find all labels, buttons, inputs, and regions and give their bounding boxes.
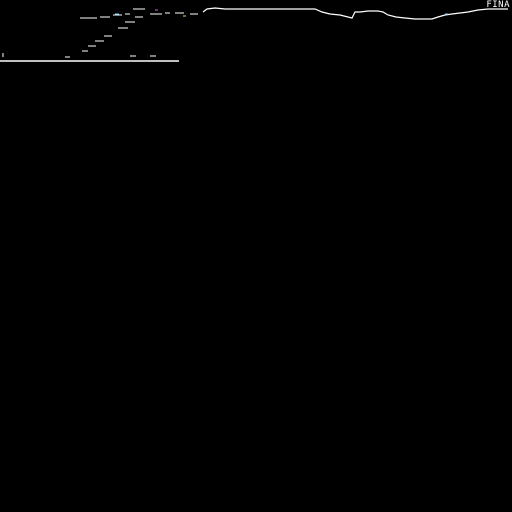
color-tick-group xyxy=(115,9,448,17)
stair-dash-group xyxy=(2,8,198,58)
corner-label-text: FINA xyxy=(486,0,510,10)
horizon-trace-line xyxy=(202,7,508,20)
